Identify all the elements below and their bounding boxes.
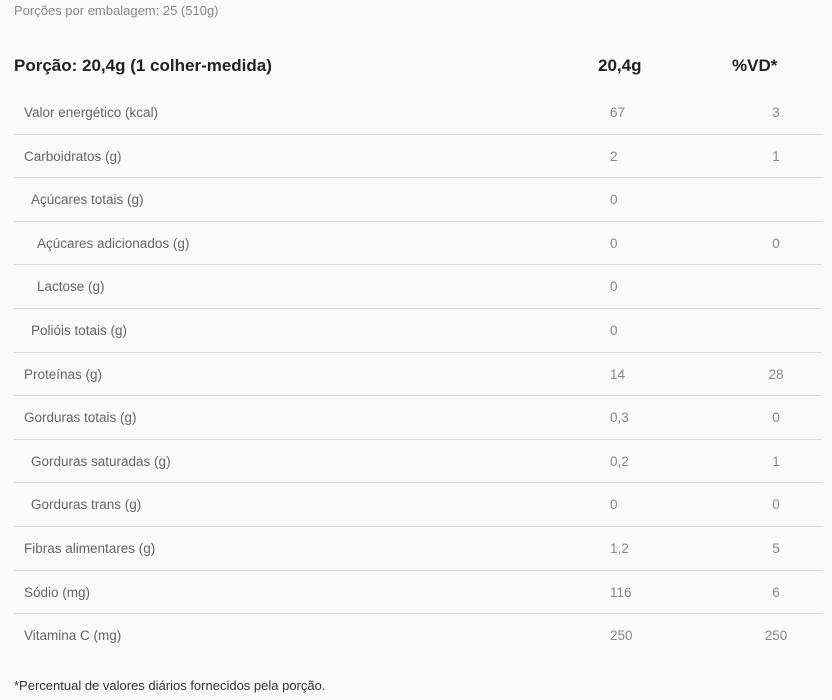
table-row: Gorduras saturadas (g) 0,2 1 <box>14 440 822 484</box>
nutrient-label: Carboidratos (g) <box>24 148 122 164</box>
nutrient-label: Proteínas (g) <box>24 366 103 382</box>
nutrient-label: Gorduras saturadas (g) <box>31 453 171 469</box>
table-row: Gorduras totais (g) 0,3 0 <box>14 396 822 440</box>
nutrient-amount: 14 <box>610 366 626 382</box>
table-row: Valor energético (kcal) 67 3 <box>14 91 822 135</box>
table-row: Proteínas (g) 14 28 <box>14 353 822 397</box>
table-header: Porção: 20,4g (1 colher-medida) 20,4g %V… <box>14 56 822 80</box>
table-row: Fibras alimentares (g) 1,2 5 <box>14 527 822 571</box>
nutrient-amount: 0 <box>610 322 618 338</box>
table-row: Açúcares totais (g) 0 <box>14 178 822 222</box>
table-row: Polióis totais (g) 0 <box>14 309 822 353</box>
amount-heading: 20,4g <box>598 56 642 75</box>
nutrient-label: Polióis totais (g) <box>31 322 128 338</box>
nutrient-amount: 1,2 <box>610 540 629 556</box>
nutrient-label: Açúcares totais (g) <box>31 192 144 208</box>
nutrient-amount: 0 <box>610 279 618 295</box>
nutrient-dv: 28 <box>768 366 784 382</box>
nutrient-label: Sódio (mg) <box>24 584 91 600</box>
dv-heading: %VD* <box>732 56 778 75</box>
nutrient-dv: 0 <box>772 497 780 513</box>
nutrition-table: Valor energético (kcal) 67 3 Carboidratos (… <box>14 91 822 658</box>
nutrient-amount: 0,2 <box>610 453 629 469</box>
servings-per-package: Porções por embalagem: 25 (510g) <box>14 3 219 18</box>
nutrient-dv: 5 <box>772 540 780 556</box>
nutrient-dv: 1 <box>772 148 780 164</box>
nutrient-label: Açúcares adicionados (g) <box>37 235 190 251</box>
nutrient-amount: 116 <box>610 584 632 600</box>
nutrient-dv: 1 <box>772 453 780 469</box>
nutrient-dv: 250 <box>764 628 788 644</box>
table-row: Carboidratos (g) 2 1 <box>14 135 822 179</box>
table-row: Açúcares adicionados (g) 0 0 <box>14 222 822 266</box>
nutrient-label: Fibras alimentares (g) <box>24 540 156 556</box>
nutrient-amount: 2 <box>610 148 618 164</box>
nutrient-dv: 0 <box>772 410 780 426</box>
nutrient-dv: 3 <box>772 105 780 120</box>
nutrient-amount: 0 <box>610 497 618 513</box>
table-row: Lactose (g) 0 <box>14 265 822 309</box>
footnote: *Percentual de valores diários fornecido… <box>14 678 326 693</box>
table-row: Sódio (mg) 116 6 <box>14 571 822 615</box>
table-row: Vitamina C (mg) 250 250 <box>14 614 822 658</box>
nutrient-label: Valor energético (kcal) <box>24 105 159 120</box>
portion-heading: Porção: 20,4g (1 colher-medida) <box>14 56 272 75</box>
nutrient-amount: 0,3 <box>610 410 629 426</box>
nutrient-dv: 6 <box>772 584 780 600</box>
nutrient-label: Vitamina C (mg) <box>24 628 122 644</box>
nutrient-label: Gorduras totais (g) <box>24 410 137 426</box>
nutrient-label: Gorduras trans (g) <box>31 497 142 513</box>
nutrient-amount: 67 <box>610 105 626 120</box>
nutrient-dv: 0 <box>772 235 780 251</box>
nutrient-amount: 0 <box>610 235 618 251</box>
table-row: Gorduras trans (g) 0 0 <box>14 483 822 527</box>
nutrient-amount: 0 <box>610 192 618 208</box>
nutrient-amount: 250 <box>610 628 633 644</box>
nutrient-label: Lactose (g) <box>37 279 105 295</box>
